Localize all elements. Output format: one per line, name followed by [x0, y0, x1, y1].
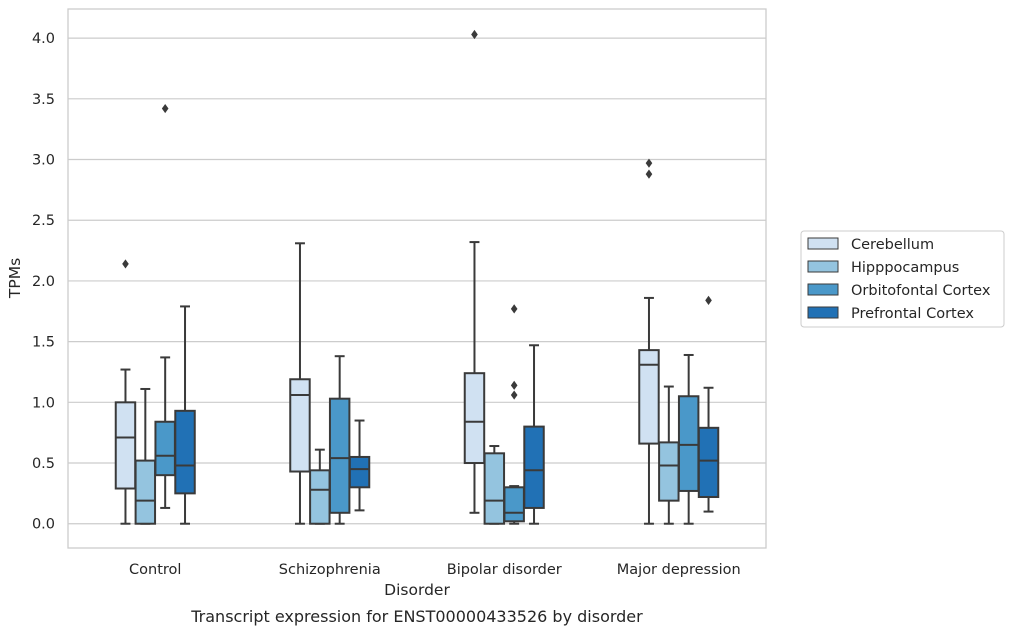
box-orbitofontal-cortex-control	[154, 103, 176, 509]
box-cerebellum-control	[114, 259, 137, 525]
box-iqr	[677, 395, 700, 492]
box-iqr	[309, 469, 331, 525]
y-axis-label: TPMs	[6, 258, 24, 299]
box-iqr	[328, 397, 351, 514]
box-hipppocampus-major-depression	[658, 385, 680, 525]
legend-swatch	[807, 237, 839, 250]
plot-frame	[67, 8, 767, 549]
box-cerebellum-schizophrenia	[289, 242, 311, 525]
legend-label: Prefrontal Cortex	[851, 306, 974, 322]
legend-frame	[800, 230, 1005, 328]
box-iqr	[658, 441, 680, 502]
outlier-point	[161, 103, 169, 114]
outlier-point	[510, 304, 518, 314]
box-iqr	[697, 426, 720, 499]
legend-swatch	[807, 260, 839, 273]
box-iqr	[463, 372, 486, 465]
y-tick-label: 0.5	[32, 456, 55, 472]
outlier-point	[645, 158, 653, 168]
box-prefrontal-cortex-schizophrenia	[348, 419, 371, 512]
box-prefrontal-cortex-control	[174, 305, 196, 525]
box-iqr	[503, 486, 525, 523]
box-hipppocampus-control	[134, 387, 157, 525]
box-iqr	[289, 378, 311, 473]
box-prefrontal-cortex-major-depression	[697, 295, 720, 513]
y-tick-label: 0.0	[32, 517, 55, 533]
box-hipppocampus-schizophrenia	[309, 448, 331, 525]
box-orbitofontal-cortex-major-depression	[677, 353, 700, 525]
box-orbitofontal-cortex-bipolar-disorder	[503, 304, 525, 525]
box-cerebellum-major-depression	[638, 158, 660, 525]
box-iqr	[483, 452, 506, 525]
box-iqr	[523, 425, 545, 509]
box-prefrontal-cortex-bipolar-disorder	[523, 344, 545, 525]
box-iqr	[154, 420, 176, 477]
chart-caption: Transcript expression for ENST0000043352…	[190, 607, 643, 626]
outlier-point	[122, 259, 129, 269]
legend-label: Orbitofontal Cortex	[851, 283, 991, 299]
box-cerebellum-bipolar-disorder	[463, 29, 486, 514]
box-iqr	[134, 459, 157, 525]
x-tick-label: Schizophrenia	[279, 562, 381, 578]
box-iqr	[638, 349, 660, 445]
outlier-point	[510, 390, 518, 400]
box-plot-marks	[114, 29, 720, 525]
legend-label: Hipppocampus	[851, 260, 959, 276]
outlier-point	[510, 380, 518, 390]
legend: Cerebellum Hipppocampus Orbitofontal Corte…	[800, 230, 1005, 328]
legend-swatch	[807, 306, 839, 319]
y-tick-label: 3.0	[32, 153, 55, 169]
legend-label: Cerebellum	[851, 237, 934, 253]
outlier-point	[705, 295, 712, 305]
y-tick-label: 2.0	[32, 274, 55, 290]
x-tick-label: Major depression	[617, 562, 741, 578]
y-tick-label: 2.5	[32, 213, 55, 229]
x-axis-label: Disorder	[384, 581, 450, 599]
y-axis-ticks: 0.0 0.5 1.0 1.5 2.0 2.5 3.0 3.5 4.0	[32, 31, 55, 533]
x-tick-label: Bipolar disorder	[447, 562, 562, 578]
box-iqr	[114, 401, 137, 490]
x-tick-label: Control	[129, 562, 181, 578]
outlier-point	[645, 169, 653, 179]
legend-swatch	[807, 283, 839, 296]
y-tick-label: 4.0	[32, 31, 55, 47]
box-iqr	[348, 455, 371, 489]
box-orbitofontal-cortex-schizophrenia	[328, 355, 351, 525]
y-tick-label: 1.5	[32, 335, 55, 351]
outlier-point	[471, 29, 478, 40]
y-tick-label: 1.0	[32, 395, 55, 411]
y-tick-label: 3.5	[32, 92, 55, 108]
x-axis-ticks: Control Schizophrenia Bipolar disorder Majo…	[129, 562, 741, 578]
box-iqr	[174, 409, 196, 495]
box-hipppocampus-bipolar-disorder	[483, 445, 506, 525]
